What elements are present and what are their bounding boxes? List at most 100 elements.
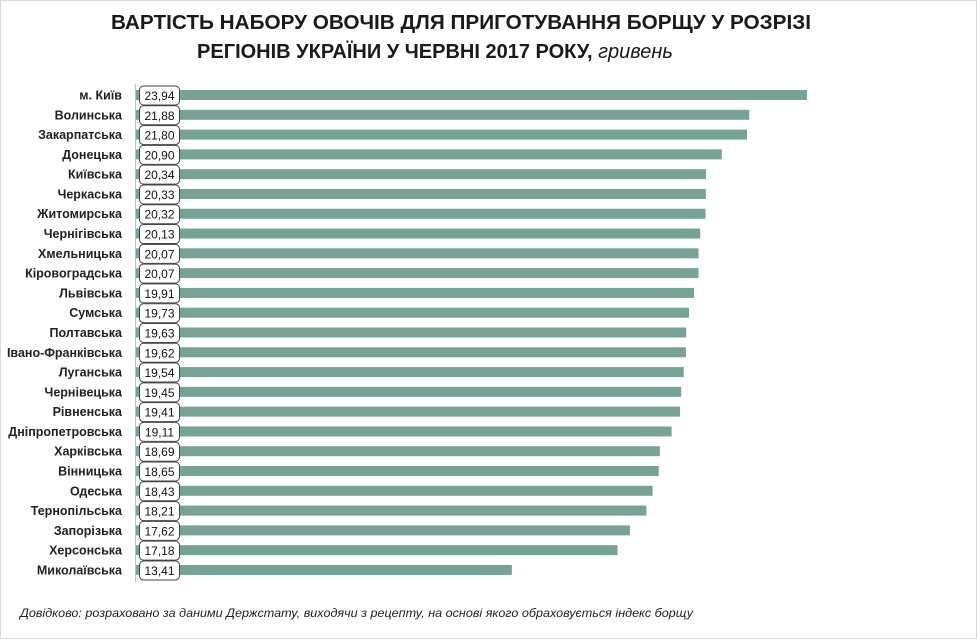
data-label-box xyxy=(139,520,180,541)
bar xyxy=(136,406,681,417)
category-label: Луганська xyxy=(59,366,123,380)
data-label-box xyxy=(139,125,180,146)
category-label: Кіровоградська xyxy=(25,267,123,281)
category-label: Вінницька xyxy=(58,465,123,479)
bar xyxy=(136,525,630,536)
data-label: 19,54 xyxy=(144,366,174,380)
data-label-box xyxy=(139,243,180,264)
data-label: 20,13 xyxy=(144,228,174,242)
bar xyxy=(136,505,647,516)
data-label: 19,63 xyxy=(144,326,174,340)
data-label-box xyxy=(139,85,180,106)
bar xyxy=(136,327,687,338)
data-label: 17,62 xyxy=(144,524,174,538)
data-label: 17,18 xyxy=(144,544,174,558)
bar xyxy=(136,446,660,457)
category-label: Донецька xyxy=(62,148,123,162)
category-label: Полтавська xyxy=(49,326,123,340)
data-label-box xyxy=(139,164,180,185)
category-label: Київська xyxy=(68,168,123,182)
data-label: 21,88 xyxy=(144,109,174,123)
data-label: 19,73 xyxy=(144,307,174,321)
category-label: Закарпатська xyxy=(38,128,123,142)
chart-title-line2: РЕГІОНІВ УКРАЇНИ У ЧЕРВНІ 2017 РОКУ, гри… xyxy=(197,40,673,63)
data-label: 18,21 xyxy=(144,505,174,519)
data-label: 20,32 xyxy=(144,208,174,222)
category-label: Миколаївська xyxy=(37,563,123,577)
bar xyxy=(136,485,653,496)
data-label-box xyxy=(139,105,180,126)
data-label-box xyxy=(139,303,180,324)
bar xyxy=(136,208,706,219)
data-label: 19,91 xyxy=(144,287,174,301)
data-label-box xyxy=(139,322,180,343)
category-label: Житомирська xyxy=(36,207,123,221)
data-label-box xyxy=(139,283,180,304)
bar xyxy=(136,307,690,318)
data-label-box xyxy=(139,362,180,383)
bar xyxy=(136,109,750,120)
bar xyxy=(136,169,707,180)
category-label: Чернівецька xyxy=(45,385,123,399)
data-label-box xyxy=(139,144,180,165)
data-label-box xyxy=(139,402,180,423)
category-label: Харківська xyxy=(54,445,123,459)
data-label-box xyxy=(139,421,180,442)
bar xyxy=(136,129,748,140)
category-label: Сумська xyxy=(69,306,123,320)
category-label: Івано-Франківська xyxy=(7,346,123,360)
category-label: Одеська xyxy=(70,484,123,498)
data-label: 20,90 xyxy=(144,148,174,162)
data-label-box xyxy=(139,204,180,225)
data-label: 20,07 xyxy=(144,267,174,281)
bar xyxy=(136,90,807,100)
bar xyxy=(136,564,512,575)
data-label: 19,41 xyxy=(144,406,174,420)
data-label-box xyxy=(139,224,180,245)
data-label-box xyxy=(139,342,180,363)
bar xyxy=(136,367,684,378)
category-label: Рівненська xyxy=(53,405,123,419)
data-label: 18,43 xyxy=(144,485,174,499)
data-label-box xyxy=(139,461,180,482)
category-label: Черкаська xyxy=(58,187,123,201)
bar xyxy=(136,287,695,298)
data-label: 19,11 xyxy=(145,425,174,439)
chart-title-unit: гривень xyxy=(598,41,673,63)
data-label-box xyxy=(139,560,180,581)
data-label: 19,62 xyxy=(144,346,174,360)
data-label-box xyxy=(139,481,180,502)
data-label: 21,80 xyxy=(144,129,174,143)
data-label-box xyxy=(139,382,180,403)
category-label: Дніпропетровська xyxy=(8,425,123,439)
data-label: 19,45 xyxy=(144,386,174,400)
bar xyxy=(136,268,699,279)
category-label: Тернопільська xyxy=(31,504,123,518)
data-label: 18,65 xyxy=(144,465,174,479)
category-label: Херсонська xyxy=(49,544,123,558)
category-label: Хмельницька xyxy=(38,247,123,261)
chart-title-line1: ВАРТІСТЬ НАБОРУ ОВОЧІВ ДЛЯ ПРИГОТУВАННЯ … xyxy=(111,12,811,34)
category-label: м. Київ xyxy=(79,89,122,103)
data-label: 23,94 xyxy=(144,89,174,103)
data-label: 20,33 xyxy=(144,188,174,202)
bar xyxy=(136,149,722,160)
data-label-box xyxy=(139,540,180,561)
data-label-box xyxy=(139,263,180,284)
category-label: Волинська xyxy=(55,108,123,122)
bar xyxy=(136,466,659,477)
category-label: Львівська xyxy=(59,286,123,300)
data-label: 13,41 xyxy=(144,564,174,578)
category-label: Чернігівська xyxy=(44,227,123,241)
bar xyxy=(136,228,701,239)
data-label-box xyxy=(139,441,180,462)
bar xyxy=(136,188,706,199)
data-label-box xyxy=(139,184,180,205)
bar xyxy=(136,347,686,358)
chart-title-line2-text: РЕГІОНІВ УКРАЇНИ У ЧЕРВНІ 2017 РОКУ, xyxy=(197,40,593,63)
footnote: Довідково: розраховано за даними Держста… xyxy=(18,608,695,620)
bar xyxy=(136,545,618,556)
data-label: 18,69 xyxy=(144,445,174,459)
data-label: 20,34 xyxy=(144,168,174,182)
